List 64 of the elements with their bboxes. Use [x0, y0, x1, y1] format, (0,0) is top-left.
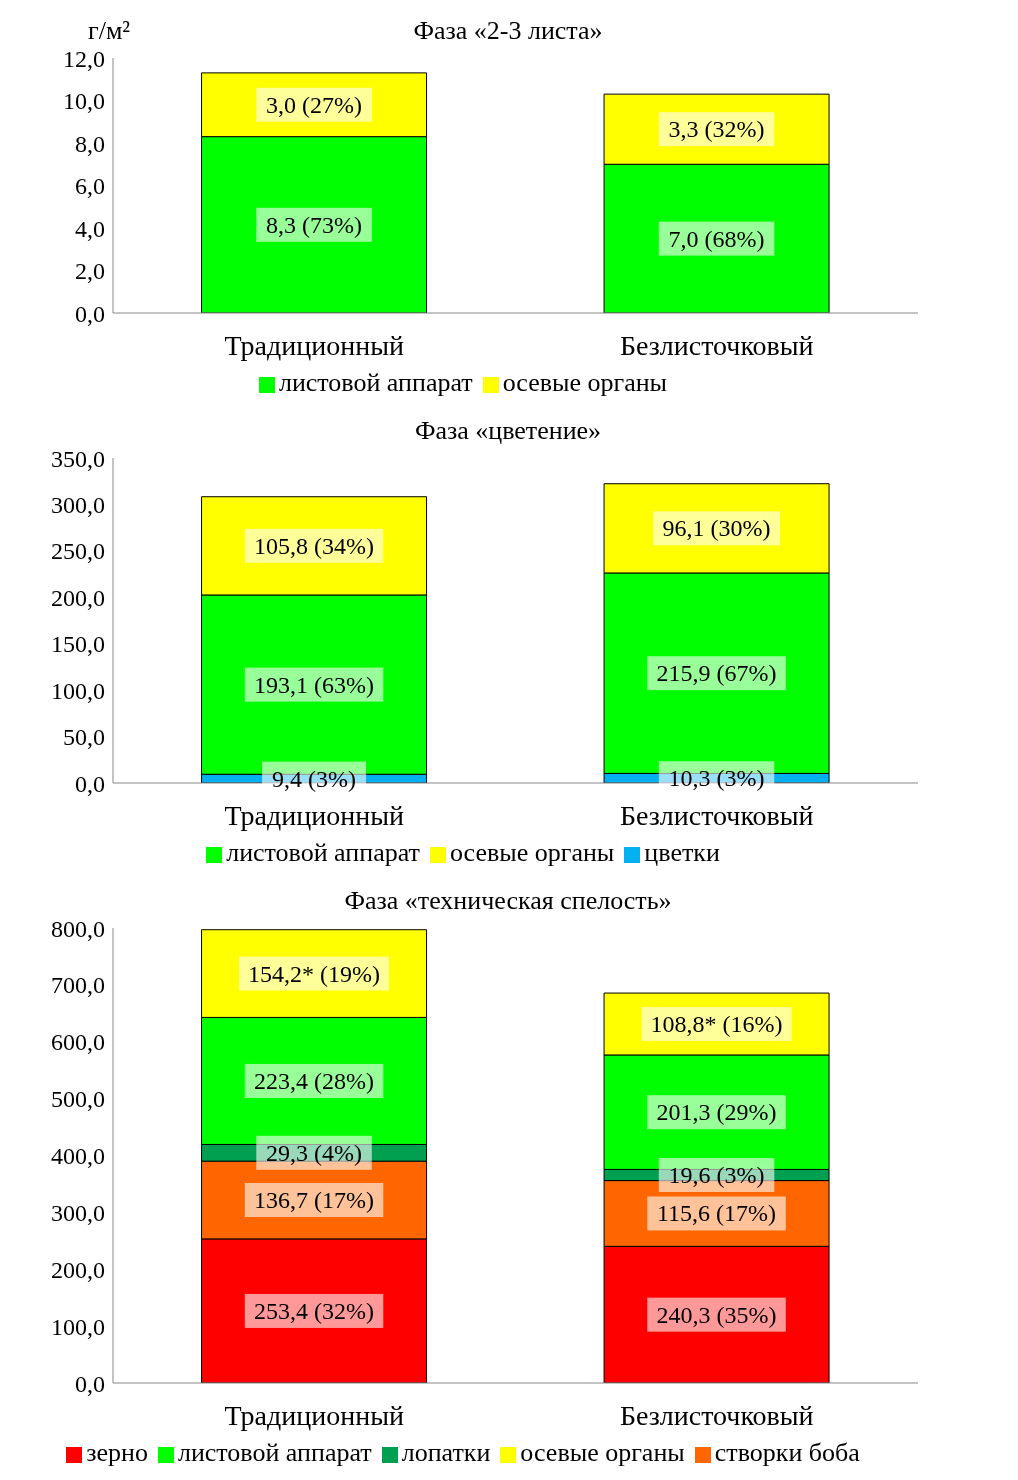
y-tick-label: 300,0	[51, 1199, 105, 1226]
legend-label: створки боба	[714, 1438, 860, 1467]
y-tick-label: 100,0	[51, 677, 105, 704]
y-tick-label: 800,0	[51, 915, 105, 942]
y-tick-label: 0,0	[75, 1370, 105, 1397]
data-label: 253,4 (32%)	[254, 1297, 375, 1324]
data-label: 7,0 (68%)	[668, 225, 765, 252]
data-label: 3,0 (27%)	[266, 91, 363, 118]
y-tick-label: 0,0	[75, 300, 105, 327]
y-tick-label: 10,0	[63, 88, 105, 115]
y-tick-label: 4,0	[75, 215, 105, 242]
legend-label: зерно	[86, 1438, 148, 1467]
x-tick-label: Традиционный	[224, 1399, 404, 1431]
data-label: 201,3 (29%)	[656, 1099, 777, 1126]
legend-label: осевые органы	[520, 1438, 685, 1467]
data-label: 96,1 (30%)	[662, 515, 771, 542]
data-label: 10,3 (3%)	[668, 765, 765, 792]
y-tick-label: 400,0	[51, 1143, 105, 1170]
data-label: 3,3 (32%)	[668, 116, 765, 143]
data-label: 8,3 (73%)	[266, 211, 363, 238]
data-label: 19,6 (3%)	[668, 1162, 765, 1189]
y-tick-label: 600,0	[51, 1029, 105, 1056]
y-tick-label: 250,0	[51, 538, 105, 565]
data-label: 105,8 (34%)	[254, 532, 375, 559]
y-tick-label: 700,0	[51, 972, 105, 999]
x-tick-label: Безлисточковый	[619, 329, 814, 361]
chart-title: Фаза «2-3 листа»	[413, 16, 603, 45]
data-label: 9,4 (3%)	[272, 765, 357, 792]
y-tick-label: 12,0	[63, 45, 105, 72]
data-label: 193,1 (63%)	[254, 671, 375, 698]
y-tick-label: 200,0	[51, 1256, 105, 1283]
y-tick-label: 350,0	[51, 445, 105, 472]
x-tick-label: Безлисточковый	[619, 799, 814, 831]
x-tick-label: Традиционный	[224, 329, 404, 361]
data-label: 240,3 (35%)	[656, 1301, 777, 1328]
x-tick-label: Традиционный	[224, 799, 404, 831]
legend-label: лопатки	[401, 1438, 491, 1467]
x-tick-label: Безлисточковый	[619, 1399, 814, 1431]
legend-label: листовой аппарат	[278, 368, 473, 397]
chart-title: Фаза «техническая спелость»	[343, 886, 673, 916]
data-label: 115,6 (17%)	[657, 1200, 777, 1227]
y-tick-label: 200,0	[51, 584, 105, 611]
data-label: 223,4 (28%)	[254, 1067, 375, 1094]
legend-label: листовой аппарат	[226, 838, 420, 867]
y-tick-label: 300,0	[51, 491, 105, 518]
legend-label: цветки	[644, 838, 720, 867]
y-tick-label: 150,0	[51, 631, 105, 658]
y-tick-label: 500,0	[51, 1086, 105, 1113]
y-tick-label: 50,0	[63, 724, 105, 751]
y-axis-title: г/м²	[88, 16, 131, 46]
data-label: 154,2* (19%)	[248, 960, 381, 987]
y-tick-label: 0,0	[75, 770, 105, 797]
chart-title: Фаза «цветение»	[413, 416, 603, 446]
legend-label: листовой аппарат	[177, 1438, 372, 1467]
legend-label: осевые органы	[449, 838, 615, 867]
y-tick-label: 6,0	[75, 173, 105, 200]
data-label: 215,9 (67%)	[656, 660, 777, 687]
data-label: 108,8* (16%)	[650, 1011, 783, 1038]
y-tick-label: 100,0	[51, 1313, 105, 1340]
data-label: 136,7 (17%)	[254, 1187, 375, 1213]
data-label: 29,3 (4%)	[266, 1139, 363, 1166]
y-tick-label: 8,0	[75, 130, 105, 157]
y-tick-label: 2,0	[75, 258, 105, 285]
legend-label: осевые органы	[502, 368, 668, 397]
